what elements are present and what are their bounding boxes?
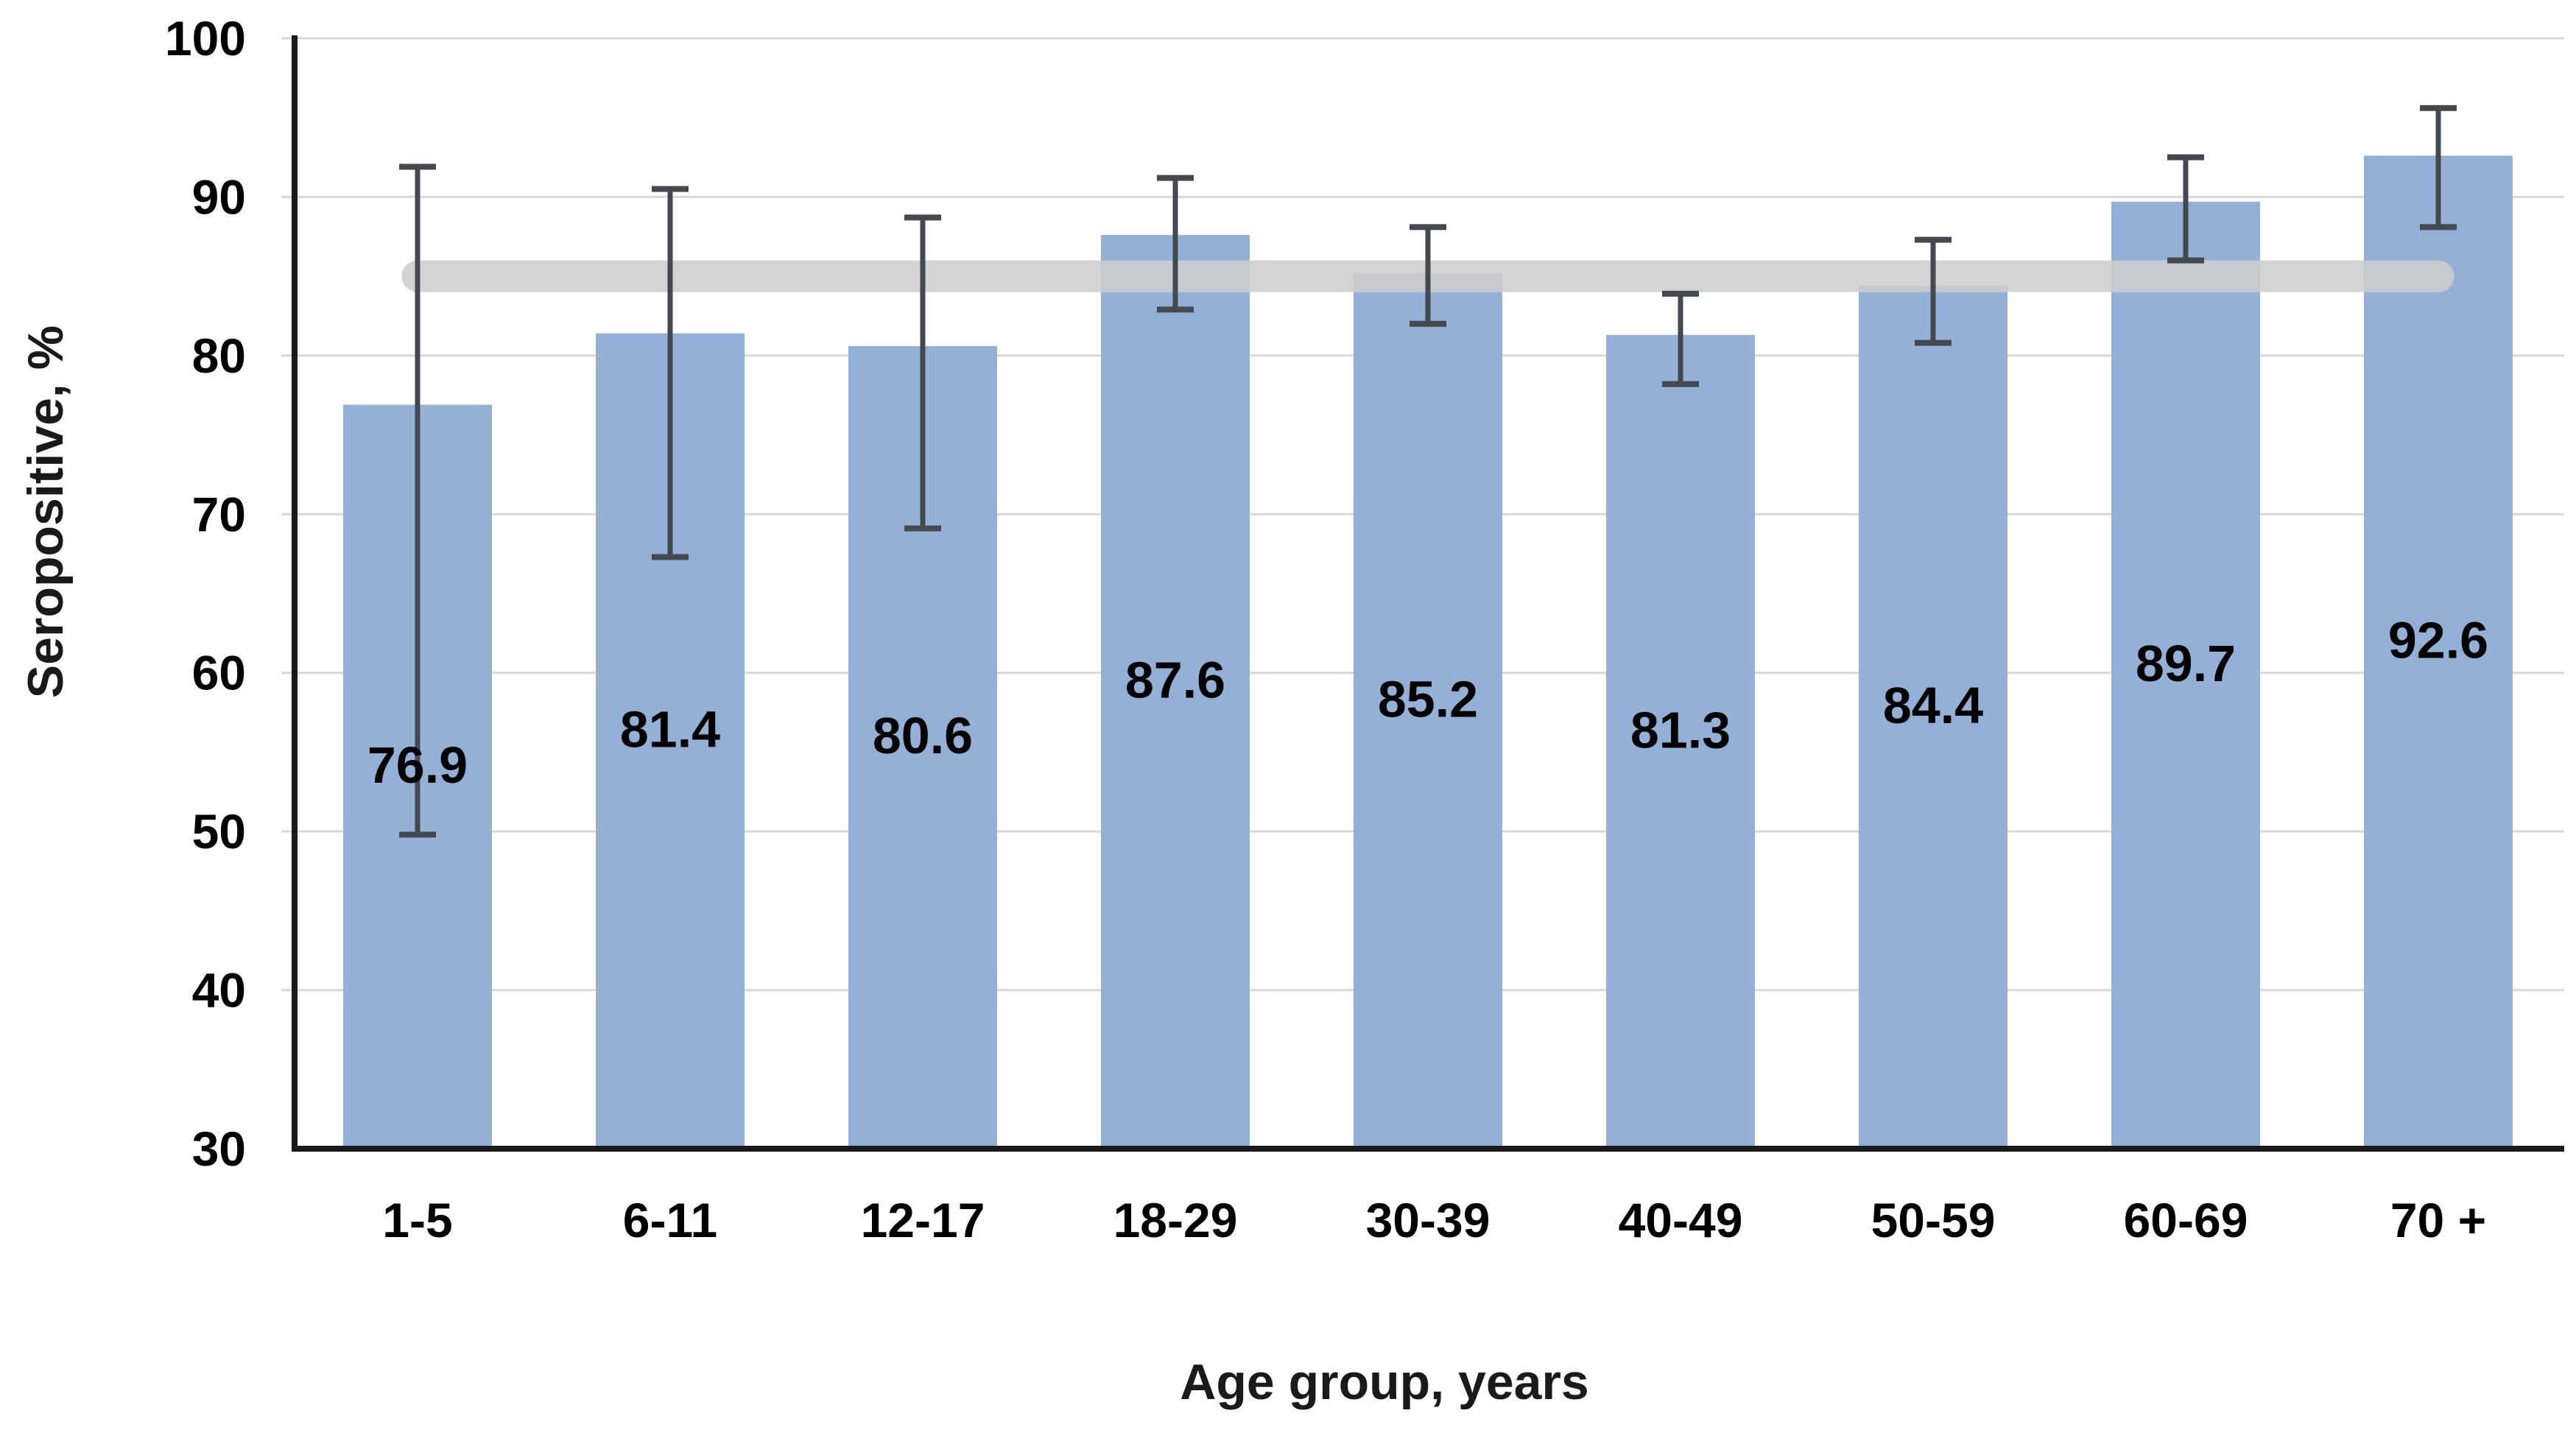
value-label: 81.3 xyxy=(1630,701,1731,758)
value-label: 76.9 xyxy=(367,736,468,794)
y-tick-label: 40 xyxy=(192,963,246,1018)
y-tick-label: 100 xyxy=(165,11,246,66)
bar xyxy=(2111,201,2260,1149)
bar xyxy=(1859,286,2007,1149)
x-tick-label: 12-17 xyxy=(861,1193,985,1247)
y-tick-label: 80 xyxy=(192,328,246,383)
x-tick-label: 40-49 xyxy=(1619,1193,1743,1247)
bar xyxy=(2364,155,2513,1149)
x-tick-label: 30-39 xyxy=(1366,1193,1491,1247)
x-tick-label: 60-69 xyxy=(2124,1193,2248,1247)
y-tick-label: 90 xyxy=(192,169,246,224)
value-label: 81.4 xyxy=(620,700,720,758)
value-label: 92.6 xyxy=(2388,612,2488,669)
y-tick-label: 70 xyxy=(192,487,246,541)
x-tick-label: 50-59 xyxy=(1871,1193,1996,1247)
bar xyxy=(1101,235,1250,1149)
x-tick-label: 6-11 xyxy=(623,1193,717,1247)
value-label: 84.4 xyxy=(1883,677,1983,734)
value-label: 89.7 xyxy=(2136,635,2236,692)
x-tick-label: 18-29 xyxy=(1113,1193,1238,1247)
x-tick-label: 70 + xyxy=(2390,1193,2486,1247)
y-axis-title: Seropositive, % xyxy=(18,325,74,699)
y-tick-label: 30 xyxy=(192,1121,246,1176)
x-axis-title: Age group, years xyxy=(1180,1354,1589,1410)
x-tick-label: 1-5 xyxy=(382,1193,452,1247)
value-label: 85.2 xyxy=(1378,670,1478,728)
y-tick-label: 50 xyxy=(192,804,246,859)
y-tick-label: 60 xyxy=(192,646,246,700)
bar xyxy=(1354,272,1502,1149)
value-label: 80.6 xyxy=(873,707,973,764)
bar xyxy=(1606,334,1755,1149)
value-label: 87.6 xyxy=(1125,652,1225,709)
